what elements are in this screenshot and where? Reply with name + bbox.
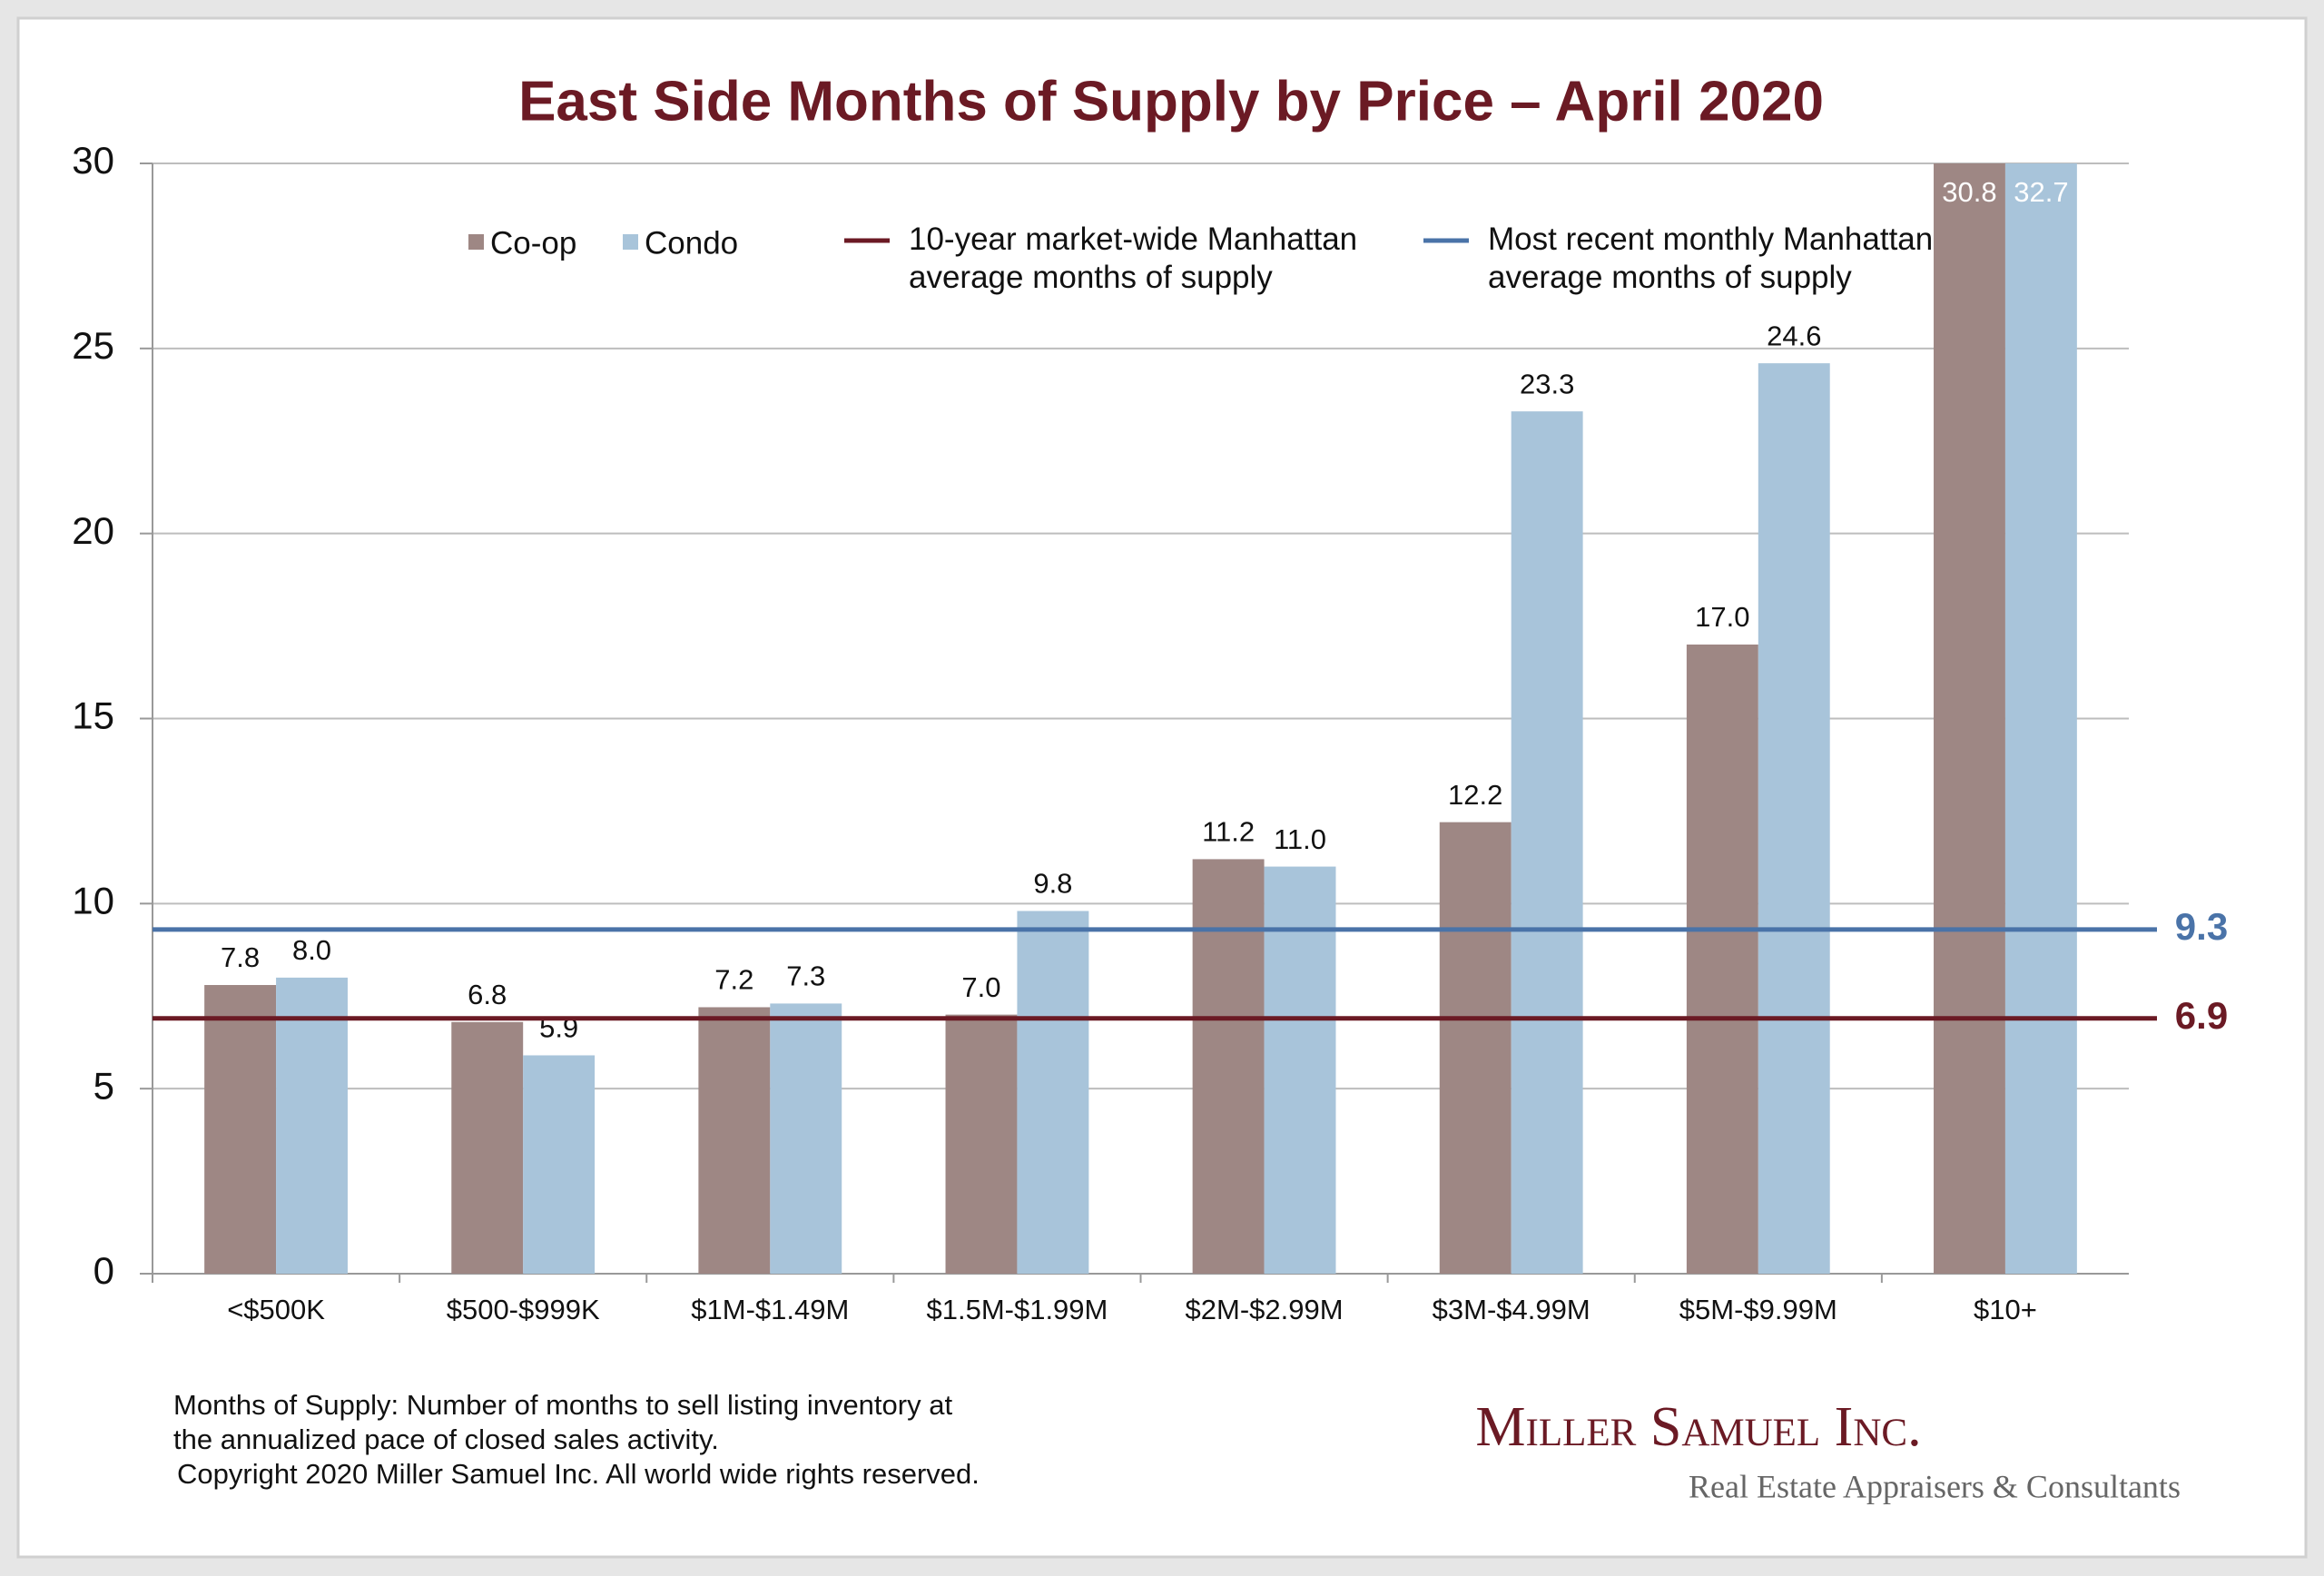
data-label: 12.2: [1448, 779, 1502, 811]
data-label: 9.8: [1033, 868, 1072, 900]
data-label: 6.8: [468, 979, 507, 1010]
y-tick-label: 0: [94, 1249, 114, 1292]
footnote: Copyright 2020 Miller Samuel Inc. All wo…: [177, 1458, 980, 1490]
bar: [1192, 859, 1265, 1274]
y-tick-label: 5: [94, 1064, 114, 1107]
legend-label: Most recent monthly Manhattan average mo…: [1488, 222, 1934, 295]
legend-swatch: [468, 234, 484, 250]
data-label: 8.0: [292, 934, 331, 966]
y-tick-label: 30: [72, 139, 114, 182]
x-tick-label: $1.5M-$1.99M: [926, 1294, 1108, 1325]
bar: [1686, 644, 1758, 1274]
bar: [770, 1003, 842, 1274]
bar: [204, 985, 277, 1274]
x-tick-label: <$500K: [227, 1294, 325, 1325]
bar: [1758, 363, 1830, 1274]
bar: [1017, 911, 1089, 1274]
data-label: 11.2: [1202, 816, 1255, 848]
legend-label: 10-year market-wide Manhattan average mo…: [909, 222, 1358, 295]
y-tick-label: 15: [72, 694, 114, 737]
data-label: 32.7: [2014, 176, 2068, 208]
data-label: 30.8: [1942, 176, 1996, 208]
legend-label: Co-op: [490, 225, 576, 261]
y-tick-label: 10: [72, 879, 114, 921]
x-tick-label: $1M-$1.49M: [691, 1294, 849, 1325]
data-label: 7.0: [961, 971, 1000, 1003]
logo-name: Miller Samuel Inc.: [1475, 1396, 1921, 1458]
x-tick-label: $500-$999K: [447, 1294, 600, 1325]
x-tick-label: $3M-$4.99M: [1433, 1294, 1590, 1325]
data-label: 7.2: [714, 964, 753, 996]
data-label: 11.0: [1274, 823, 1326, 855]
bar: [698, 1007, 771, 1274]
x-tick-label: $10+: [1974, 1294, 2037, 1325]
data-label: 17.0: [1695, 601, 1749, 633]
bar: [945, 1014, 1018, 1274]
data-label: 7.3: [786, 960, 825, 992]
data-label: 23.3: [1520, 368, 1574, 399]
bar: [1439, 822, 1512, 1274]
bar: [2004, 163, 2077, 1274]
bar: [523, 1055, 596, 1274]
footnote: the annualized pace of closed sales acti…: [173, 1423, 719, 1455]
footnote: Months of Supply: Number of months to se…: [173, 1389, 952, 1421]
bar: [276, 977, 348, 1274]
data-label: 24.6: [1767, 320, 1821, 351]
y-tick-label: 25: [72, 324, 114, 367]
x-tick-label: $5M-$9.99M: [1679, 1294, 1837, 1325]
bar: [1934, 163, 2005, 1274]
bar: [1264, 866, 1336, 1274]
panel: [16, 16, 2308, 1559]
legend-swatch: [623, 234, 638, 250]
reference-label: 9.3: [2175, 905, 2228, 948]
bar: [451, 1021, 524, 1274]
logo-tagline: Real Estate Appraisers & Consultants: [1689, 1468, 2181, 1504]
chart-title: East Side Months of Supply by Price – Ap…: [518, 70, 1824, 133]
legend-label: Condo: [645, 225, 738, 261]
plot: [204, 163, 2077, 1274]
y-tick-label: 20: [72, 509, 114, 552]
data-label: 7.8: [221, 941, 260, 973]
x-tick-label: $2M-$2.99M: [1186, 1294, 1344, 1325]
reference-label: 6.9: [2175, 994, 2228, 1037]
bar: [1511, 411, 1583, 1274]
